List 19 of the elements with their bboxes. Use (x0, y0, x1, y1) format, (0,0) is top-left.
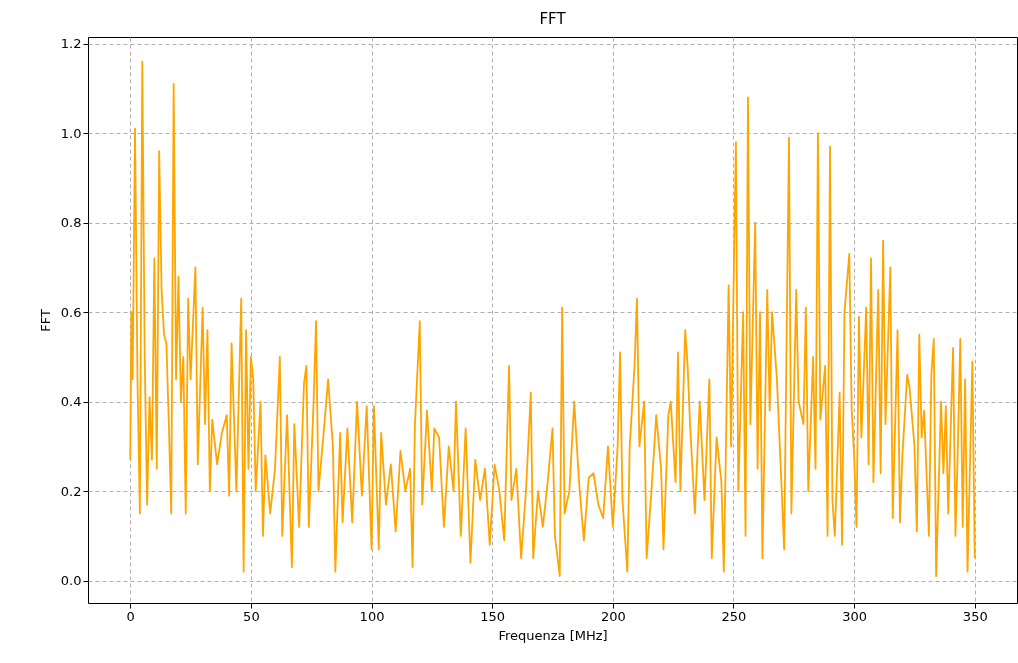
y-tick-label: 1.0 (60, 125, 82, 141)
x-tick-label: 200 (600, 608, 626, 624)
x-tick-label: 50 (243, 608, 260, 624)
x-tick-label: 300 (842, 608, 868, 624)
chart-title: FFT (539, 10, 567, 28)
y-tick-label: 0.2 (60, 483, 82, 499)
y-tick-label: 1.2 (60, 36, 82, 52)
x-tick-label: 150 (480, 608, 506, 624)
y-tick-label: 0.6 (60, 304, 82, 320)
x-tick-label: 250 (721, 608, 747, 624)
y-tick-label: 0.4 (60, 394, 82, 410)
x-tick-label: 0 (126, 608, 135, 624)
y-axis-title: FFT (37, 309, 53, 332)
y-tick-label: 0.8 (60, 215, 82, 231)
line-series (129, 60, 976, 578)
x-tick-label: 100 (359, 608, 385, 624)
y-tick-label: 0.0 (60, 573, 82, 589)
x-axis-title: Frequenza [MHz] (498, 627, 608, 643)
x-tick-label: 350 (962, 608, 988, 624)
